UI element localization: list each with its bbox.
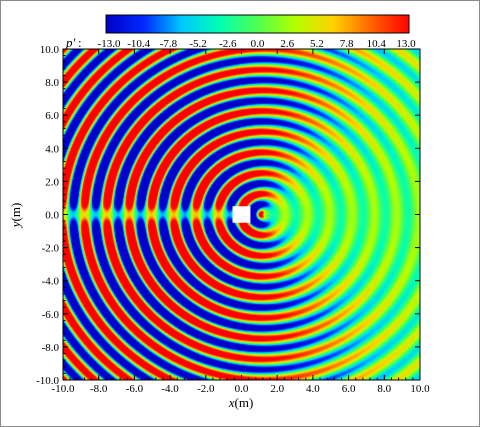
colorbar-tick-label: 2.6 [280,38,294,50]
colorbar-tick-label: 10.4 [367,38,387,50]
colorbar-tick-label: 0.0 [251,38,265,50]
x-tick-label: -2.0 [197,383,215,395]
x-tick-label: -8.0 [90,383,108,395]
plot-area [62,48,421,381]
y-tick-label: 10.0 [40,44,60,56]
colorbar-label-colon: : [78,35,82,50]
colorbar [105,14,410,34]
x-tick-label: 8.0 [377,383,391,395]
y-tick-label: 0.0 [45,210,59,222]
x-tick-label: -10.0 [52,383,75,395]
x-tick-label: 4.0 [306,383,320,395]
x-tick-label: 2.0 [270,383,284,395]
x-axis-title: x(m) [228,395,254,410]
y-tick-label: 2.0 [45,176,59,188]
x-tick-label: 10.0 [410,383,430,395]
y-tick-label: -2.0 [42,243,60,255]
y-tick-label: 8.0 [45,77,59,89]
x-tick-label: -6.0 [126,383,144,395]
y-tick-label: -10.0 [36,375,59,387]
x-tick-label: -4.0 [161,383,179,395]
colorbar-tick-label: -7.8 [160,38,178,50]
x-axis-ticks: -10.0 -8.0 -6.0 -4.0 -2.0 0.0 2.0 4.0 6.0 8.0 10.0 [52,49,430,395]
colorbar-tick-label: -13.0 [98,38,121,50]
y-tick-label: -6.0 [42,309,60,321]
y-axis-unit: (m) [8,203,23,222]
y-axis-var: y [8,221,23,229]
square-obstacle [232,206,251,223]
colorbar-tick-label: -2.6 [219,38,237,50]
y-tick-label: 4.0 [45,143,59,155]
colorbar-label: p′ [65,35,76,50]
y-axis-ticks: -10.0 -8.0 -6.0 -4.0 -2.0 0.0 2.0 4.0 6.0 8.0 10.0 [36,44,420,387]
x-tick-label: 0.0 [235,383,249,395]
colorbar-ticks: -13.0 -10.4 -7.8 -5.2 -2.6 0.0 2.6 5.2 7.8 10.4 13… [98,38,417,50]
x-axis-var: x [228,395,235,410]
colorbar-tick-label: 7.8 [340,38,354,50]
y-tick-label: 6.0 [45,110,59,122]
colorbar-tick-label: -10.4 [127,38,150,50]
x-tick-label: 6.0 [342,383,356,395]
x-axis-unit: (m) [235,395,254,410]
colorbar-tick-label: -5.2 [189,38,206,50]
colorbar-tick-label: 13.0 [396,38,416,50]
colorbar-tick-label: 5.2 [310,38,324,50]
y-axis-title: y(m) [8,203,23,230]
y-tick-label: -4.0 [42,276,60,288]
y-tick-label: -8.0 [42,342,60,354]
